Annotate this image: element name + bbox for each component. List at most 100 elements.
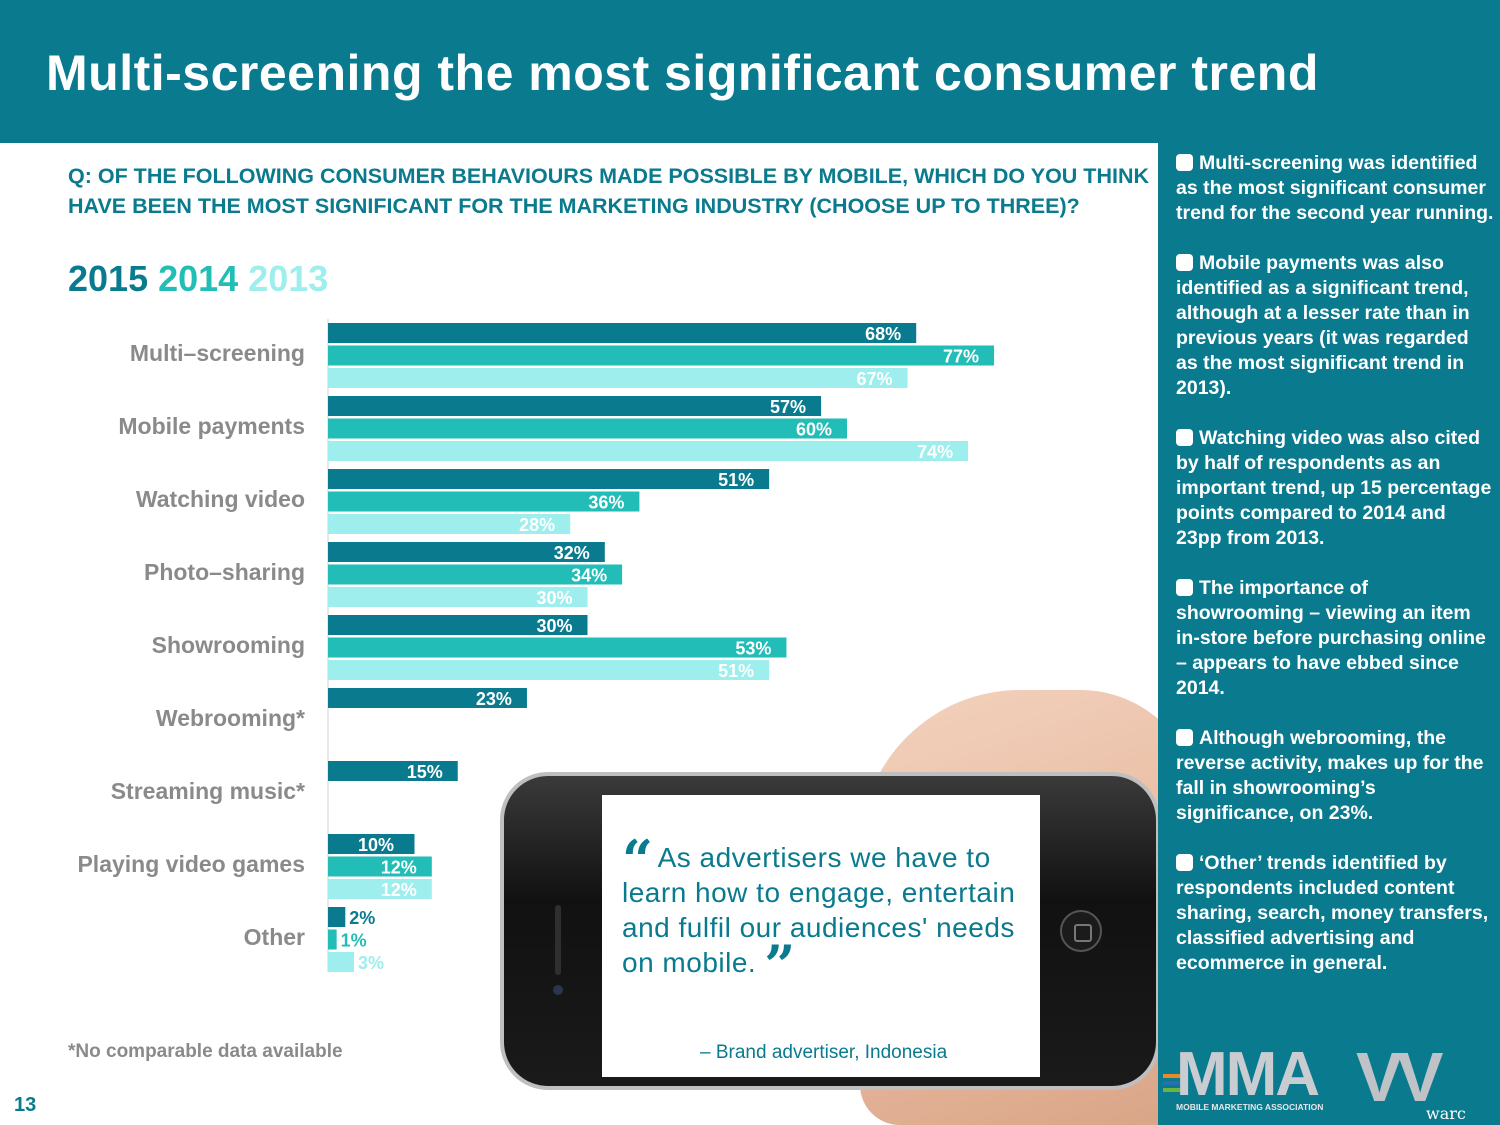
mma-logo: MMA: [1176, 1040, 1320, 1109]
warc-logo-icon: VV: [1356, 1038, 1443, 1116]
category-label: Watching video: [136, 486, 305, 512]
mma-stripe: [1163, 1081, 1181, 1085]
data-label: 77%: [943, 347, 979, 367]
bar-2014: [328, 564, 623, 585]
data-label: 67%: [857, 369, 893, 389]
bullet-text: ‘Other’ trends identified by respondents…: [1176, 852, 1489, 974]
bar-2014: [328, 929, 337, 950]
legend-item-2013: 2013: [248, 258, 329, 299]
bullet-text: The importance of showrooming – viewing …: [1176, 577, 1486, 699]
bullet-item: Although webrooming, the reverse activit…: [1176, 726, 1494, 826]
bar-2015: [328, 323, 917, 343]
page-title: Multi-screening the most significant con…: [46, 45, 1319, 101]
category-label: Photo–sharing: [144, 559, 305, 585]
bullet-item: The importance of showrooming – viewing …: [1176, 576, 1494, 701]
category-label: Other: [244, 924, 305, 950]
legend-item-2014: 2014: [158, 258, 239, 299]
bar-2015: [328, 834, 415, 854]
category-label: Showrooming: [152, 632, 305, 658]
bar-2014: [328, 345, 995, 366]
warc-logo: warc: [1426, 1104, 1466, 1123]
mma-stripe: [1163, 1088, 1181, 1092]
phone-camera: [553, 985, 563, 995]
mma-stripes-icon: [1163, 1074, 1181, 1100]
legend-item-2015: 2015: [68, 258, 149, 299]
bar-chart: Multi–screening 68% 77% 67% Mobile payments 5…: [77, 319, 995, 973]
mma-stripe: [1163, 1074, 1181, 1078]
bar-2013: [328, 879, 432, 899]
bar-2013: [328, 587, 588, 607]
bullet-text: Watching video was also cited by half of…: [1176, 427, 1492, 549]
bar-2013: [328, 660, 770, 680]
bar-2014: [328, 491, 640, 512]
bullet-text: Multi-screening was identified as the mo…: [1176, 152, 1494, 224]
bar-2015: [328, 469, 770, 489]
data-label: 12%: [381, 880, 417, 900]
footnote: *No comparable data available: [68, 1041, 343, 1062]
data-label: 3%: [358, 953, 384, 973]
bullet-item: Mobile payments was also identified as a…: [1176, 251, 1494, 401]
data-label: 1%: [341, 931, 367, 951]
data-label: 36%: [588, 493, 624, 513]
quote-text: As advertisers we have to learn how to e…: [622, 842, 1016, 978]
data-label: 30%: [536, 588, 572, 608]
bar-2014: [328, 418, 847, 439]
bar-2014: [328, 856, 432, 877]
data-label: 2%: [349, 908, 375, 928]
bar-2013: [328, 441, 969, 461]
close-quote-icon: ”: [764, 933, 796, 997]
bar-2013: [328, 514, 571, 534]
bar-2015: [328, 761, 458, 781]
data-label: 30%: [536, 616, 572, 636]
data-label: 32%: [554, 543, 590, 563]
phone-speaker: [555, 905, 561, 975]
data-label: 28%: [519, 515, 555, 535]
bullet-item: Multi-screening was identified as the mo…: [1176, 151, 1494, 226]
category-label: Playing video games: [77, 851, 305, 877]
bar-2015: [328, 615, 588, 635]
bullet-text: Although webrooming, the reverse activit…: [1176, 727, 1484, 824]
quote: “As advertisers we have to learn how to …: [622, 833, 1032, 992]
bar-2015: [328, 688, 527, 708]
bullet-dot-icon: [1176, 579, 1193, 596]
bullet-dot-icon: [1176, 254, 1193, 271]
category-label: Streaming music*: [111, 778, 305, 804]
data-label: 51%: [718, 661, 754, 681]
header-banner: Multi-screening the most significant con…: [0, 0, 1500, 143]
data-label: 51%: [718, 470, 754, 490]
mma-logo-subtitle: MOBILE MARKETING ASSOCIATION: [1176, 1102, 1324, 1112]
bar-2013: [328, 368, 908, 388]
data-label: 53%: [735, 639, 771, 659]
data-label: 60%: [796, 420, 832, 440]
category-label: Multi–screening: [130, 340, 305, 366]
category-label: Webrooming*: [156, 705, 305, 731]
data-label: 57%: [770, 397, 806, 417]
phone-home-button: [1060, 910, 1102, 952]
bar-2013: [328, 952, 354, 972]
bar-2014: [328, 637, 787, 658]
data-label: 68%: [865, 324, 901, 344]
bullet-dot-icon: [1176, 429, 1193, 446]
bullet-dot-icon: [1176, 854, 1193, 871]
bar-2015: [328, 907, 346, 927]
category-label: Mobile payments: [118, 413, 305, 439]
data-label: 15%: [407, 762, 443, 782]
data-label: 10%: [358, 835, 394, 855]
bullet-item: Watching video was also cited by half of…: [1176, 426, 1494, 551]
data-label: 12%: [381, 858, 417, 878]
bar-2015: [328, 396, 822, 416]
data-label: 34%: [571, 566, 607, 586]
page-number: 13: [14, 1094, 37, 1116]
bullet-dot-icon: [1176, 729, 1193, 746]
bullet-text: Mobile payments was also identified as a…: [1176, 252, 1470, 399]
survey-question: Q: OF THE FOLLOWING CONSUMER BEHAVIOURS …: [68, 164, 1149, 218]
chart-legend: 2015 2014 2013: [68, 258, 338, 300]
bullet-dot-icon: [1176, 154, 1193, 171]
bullet-item: ‘Other’ trends identified by respondents…: [1176, 851, 1494, 976]
data-label: 74%: [917, 442, 953, 462]
phone-screen: [602, 795, 1040, 1077]
bullet-list: Multi-screening was identified as the mo…: [1176, 151, 1494, 1001]
data-label: 23%: [476, 689, 512, 709]
bar-2015: [328, 542, 605, 562]
sidebar-panel: [1158, 143, 1500, 1125]
